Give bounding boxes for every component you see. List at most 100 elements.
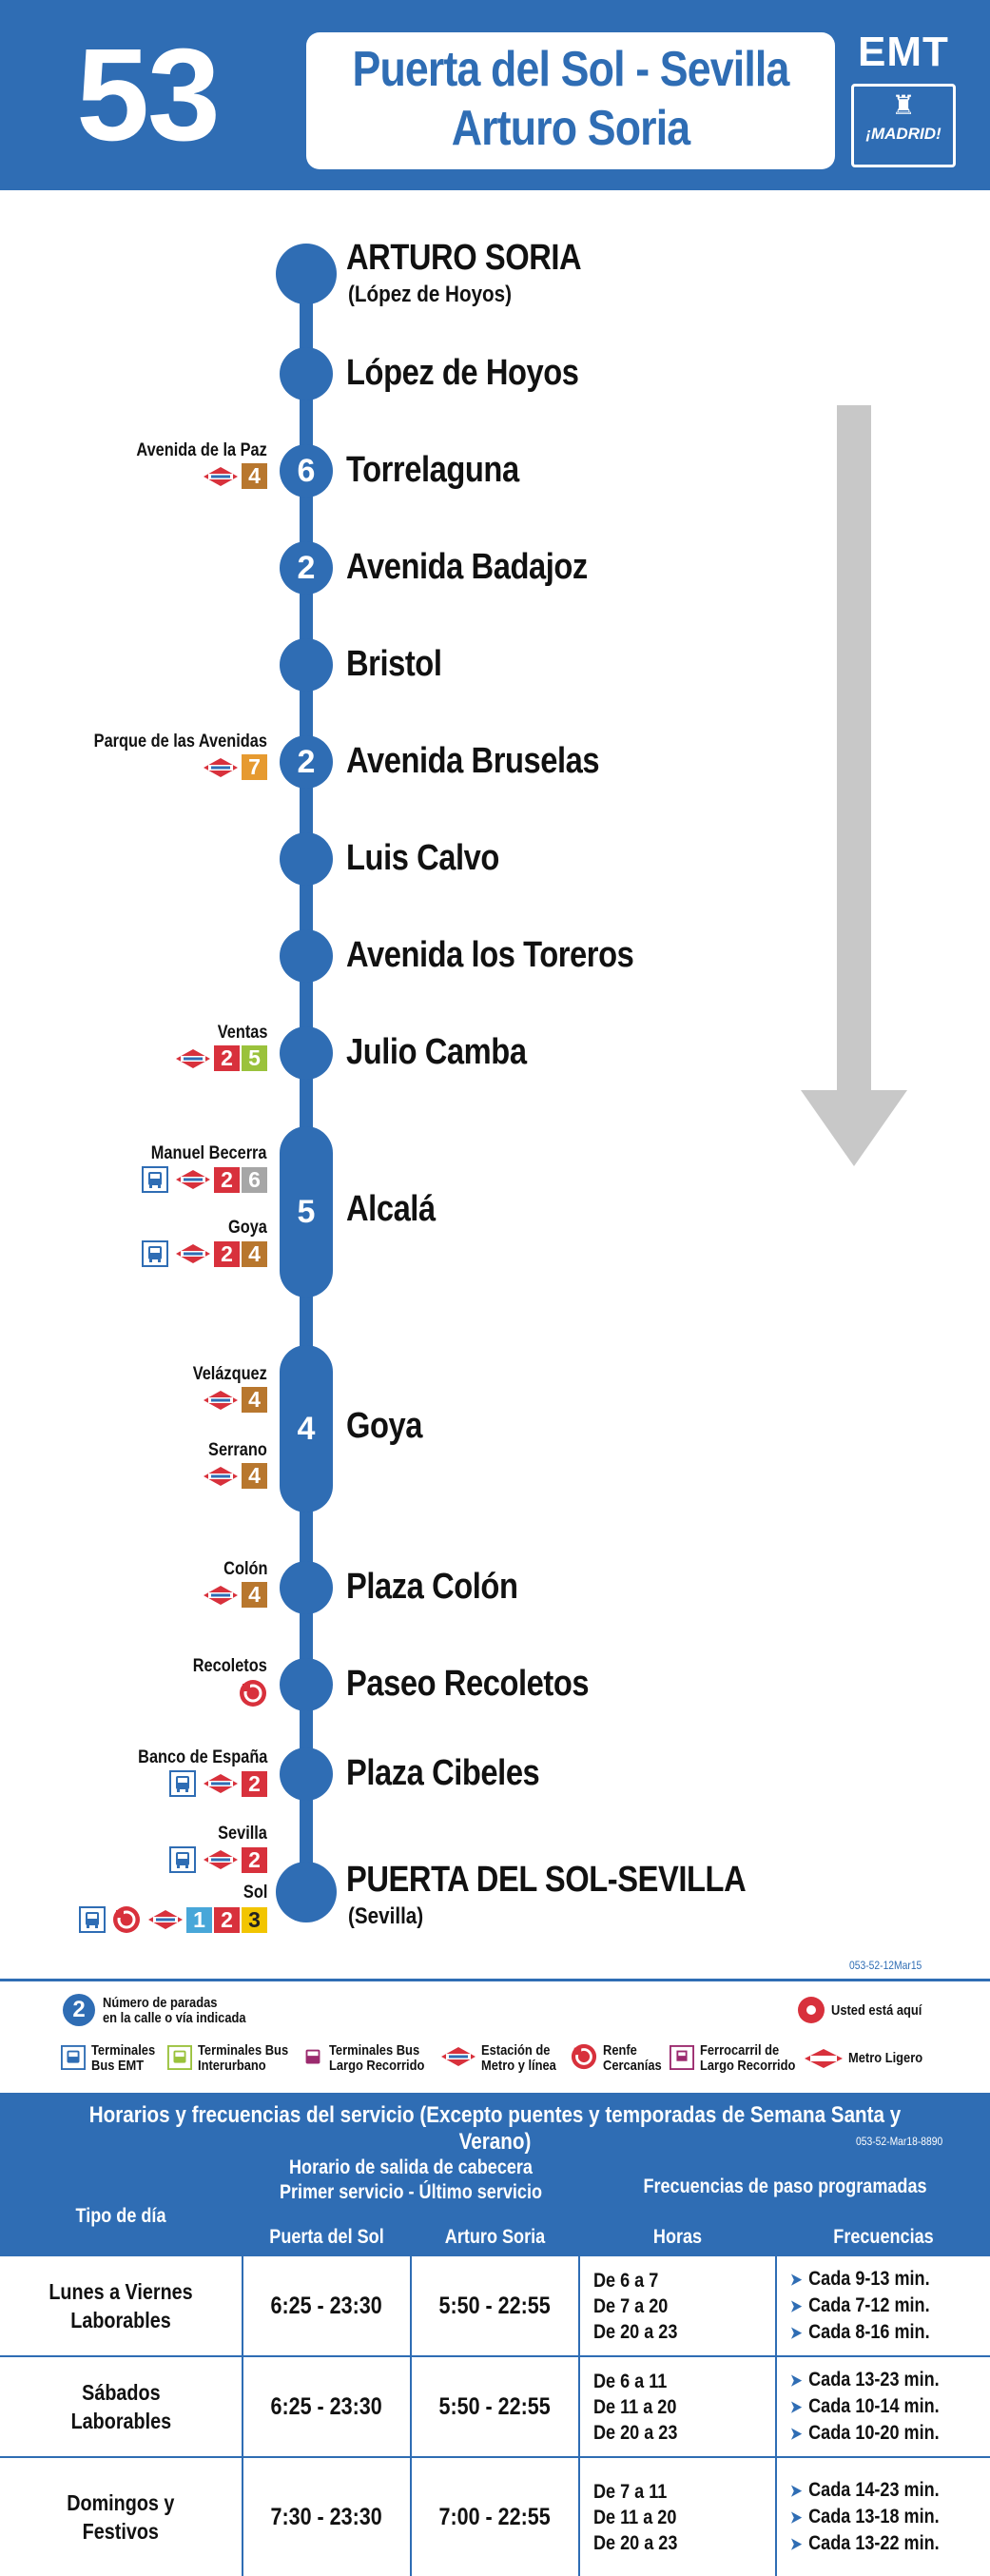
you-are-here-icon [798, 1997, 825, 2023]
divider [0, 1979, 990, 1981]
header-text: Horas [652, 2226, 703, 2248]
stop-marker [280, 929, 333, 983]
arrow-icon: ➤ [790, 2508, 803, 2527]
metro-icon [203, 1390, 238, 1410]
time-range: 6:25 - 23:30 [270, 2392, 383, 2420]
stop-name: López de Hoyos [346, 353, 579, 393]
legend-line: Estación de [481, 2042, 551, 2059]
bus-terminal-icon [169, 1770, 197, 1797]
header-text: Puerta del Sol [269, 2226, 384, 2248]
route-title-line2: Arturo Soria [451, 101, 690, 156]
frequency: Cada 7-12 min. [808, 2294, 930, 2316]
legend-emt: Terminales Bus EMT [91, 2043, 155, 2074]
stop-name: Julio Camba [346, 1032, 527, 1072]
metro-line-badge: 4 [242, 463, 267, 489]
legend-long-distance: Terminales Bus Largo Recorrido [329, 2043, 424, 2074]
day-line: Domingos y [67, 2490, 175, 2515]
metro-line-badge: 4 [242, 1582, 267, 1608]
stop-name: Alcalá [346, 1189, 436, 1229]
timetable-title: Horarios y frecuencias del servicio (Exc… [88, 2102, 902, 2155]
madrid-logo-text: ¡MADRID! [865, 125, 941, 143]
day-line: Laborables [70, 2409, 171, 2433]
stop-count-marker: 4 [280, 1345, 333, 1512]
connection-name: Banco de España [137, 1747, 267, 1767]
day-line: Festivos [82, 2519, 160, 2544]
metro-line-badge: 2 [214, 1240, 240, 1267]
emt-brand: EMT [858, 29, 949, 75]
header-text: Frecuencias de paso programadas [643, 2176, 927, 2197]
stop-marker [280, 832, 333, 886]
stop-name: ARTURO SORIA [346, 238, 582, 278]
day-line: Sábados [81, 2380, 161, 2405]
header-text: Primer servicio - Último servicio [279, 2181, 543, 2203]
bus-terminal-icon [61, 2045, 86, 2070]
arrow-icon: ➤ [790, 2297, 803, 2315]
long-distance-rail-icon [670, 2045, 694, 2070]
metro-line-badge: 5 [242, 1045, 267, 1071]
metro-icon [175, 1244, 210, 1263]
stop-marker [280, 1026, 333, 1080]
subheader-sol: Puerta del Sol [243, 2225, 410, 2250]
connection-name: Serrano [208, 1440, 267, 1460]
route-title-line1: Puerta del Sol - Sevilla [352, 42, 789, 97]
frequency: Cada 13-18 min. [808, 2506, 940, 2527]
table-cell-horas: De 6 a 7 De 7 a 20 De 20 a 23 [580, 2256, 775, 2355]
table-cell-frequencies: ➤ Cada 13-23 min. ➤ Cada 10-14 min. ➤ Cada … [777, 2357, 990, 2456]
renfe-cercanias-icon [113, 1906, 141, 1933]
metro-icon [203, 1850, 238, 1869]
bus-terminal-icon [142, 1166, 169, 1193]
stop-name: Paseo Recoletos [346, 1664, 590, 1704]
legend-line: Terminales [91, 2042, 156, 2059]
day-line: Laborables [70, 2308, 171, 2332]
direction-arrow-icon [801, 405, 907, 1166]
header-text: Arturo Soria [444, 2226, 546, 2248]
metro-icon [175, 1170, 210, 1189]
connection-name: Goya [228, 1218, 267, 1238]
stop-name: Plaza Colón [346, 1567, 518, 1607]
stop-name: PUERTA DEL SOL-SEVILLA [346, 1860, 747, 1900]
hour-range: De 11 a 20 [593, 2506, 677, 2528]
stop-name: Avenida Bruselas [346, 741, 600, 781]
connection: Sevilla 2 [166, 1824, 267, 1873]
metro-icon [203, 466, 238, 486]
frequency: Cada 14-23 min. [808, 2479, 940, 2501]
stop-count-marker: 2 [280, 541, 333, 595]
stop-name: Goya [346, 1406, 423, 1446]
stop-count-marker: 5 [280, 1126, 333, 1298]
legend-here: Usted está aquí [831, 2002, 922, 2019]
arrow-icon: ➤ [790, 2425, 803, 2443]
metro-line-badge: 2 [242, 1770, 267, 1797]
legend-interurban: Terminales Bus Interurbano [198, 2043, 288, 2074]
table-cell-sol: 6:25 - 23:30 [243, 2256, 410, 2355]
subheader-frecuencias: Frecuencias [777, 2225, 990, 2250]
stop-marker [280, 638, 333, 692]
metro-line-badge: 2 [214, 1166, 240, 1193]
route-title-box: Puerta del Sol - Sevilla Arturo Soria [306, 32, 835, 169]
connection: Colón 4 [201, 1559, 267, 1608]
bus-terminal-icon [142, 1240, 169, 1267]
connection-name: Sol [243, 1883, 267, 1903]
metro-line-badge: 7 [242, 754, 267, 780]
table-cell-arturo: 5:50 - 22:55 [412, 2256, 578, 2355]
stop-count-marker: 2 [280, 735, 333, 789]
stop-marker [280, 347, 333, 400]
header-day-type: Tipo de día [0, 2178, 242, 2254]
bus-terminal-icon [169, 1846, 197, 1873]
table-cell-sol: 7:30 - 23:30 [243, 2458, 410, 2576]
timetable-code: 053-52-Mar18-8890 [856, 2135, 943, 2148]
stop-count-marker: 6 [280, 444, 333, 498]
header-text: Frecuencias [833, 2226, 934, 2248]
connection-name: Manuel Becerra [151, 1143, 267, 1163]
legend-rail: Ferrocarril de Largo Recorrido [700, 2043, 795, 2074]
arrow-icon: ➤ [790, 2535, 803, 2553]
connection-name: Parque de las Avenidas [93, 732, 267, 751]
frequency: Cada 9-13 min. [808, 2268, 930, 2290]
stop-subname: (López de Hoyos) [348, 282, 513, 307]
legend-line: Terminales Bus [198, 2042, 289, 2059]
hour-range: De 11 a 20 [593, 2395, 677, 2418]
header-frequencies: Frecuencias de paso programadas [580, 2175, 990, 2199]
legend-line: Bus EMT [91, 2058, 145, 2074]
table-cell-horas: De 6 a 11 De 11 a 20 De 20 a 23 [580, 2357, 775, 2456]
legend-line: Metro y línea [481, 2058, 556, 2074]
